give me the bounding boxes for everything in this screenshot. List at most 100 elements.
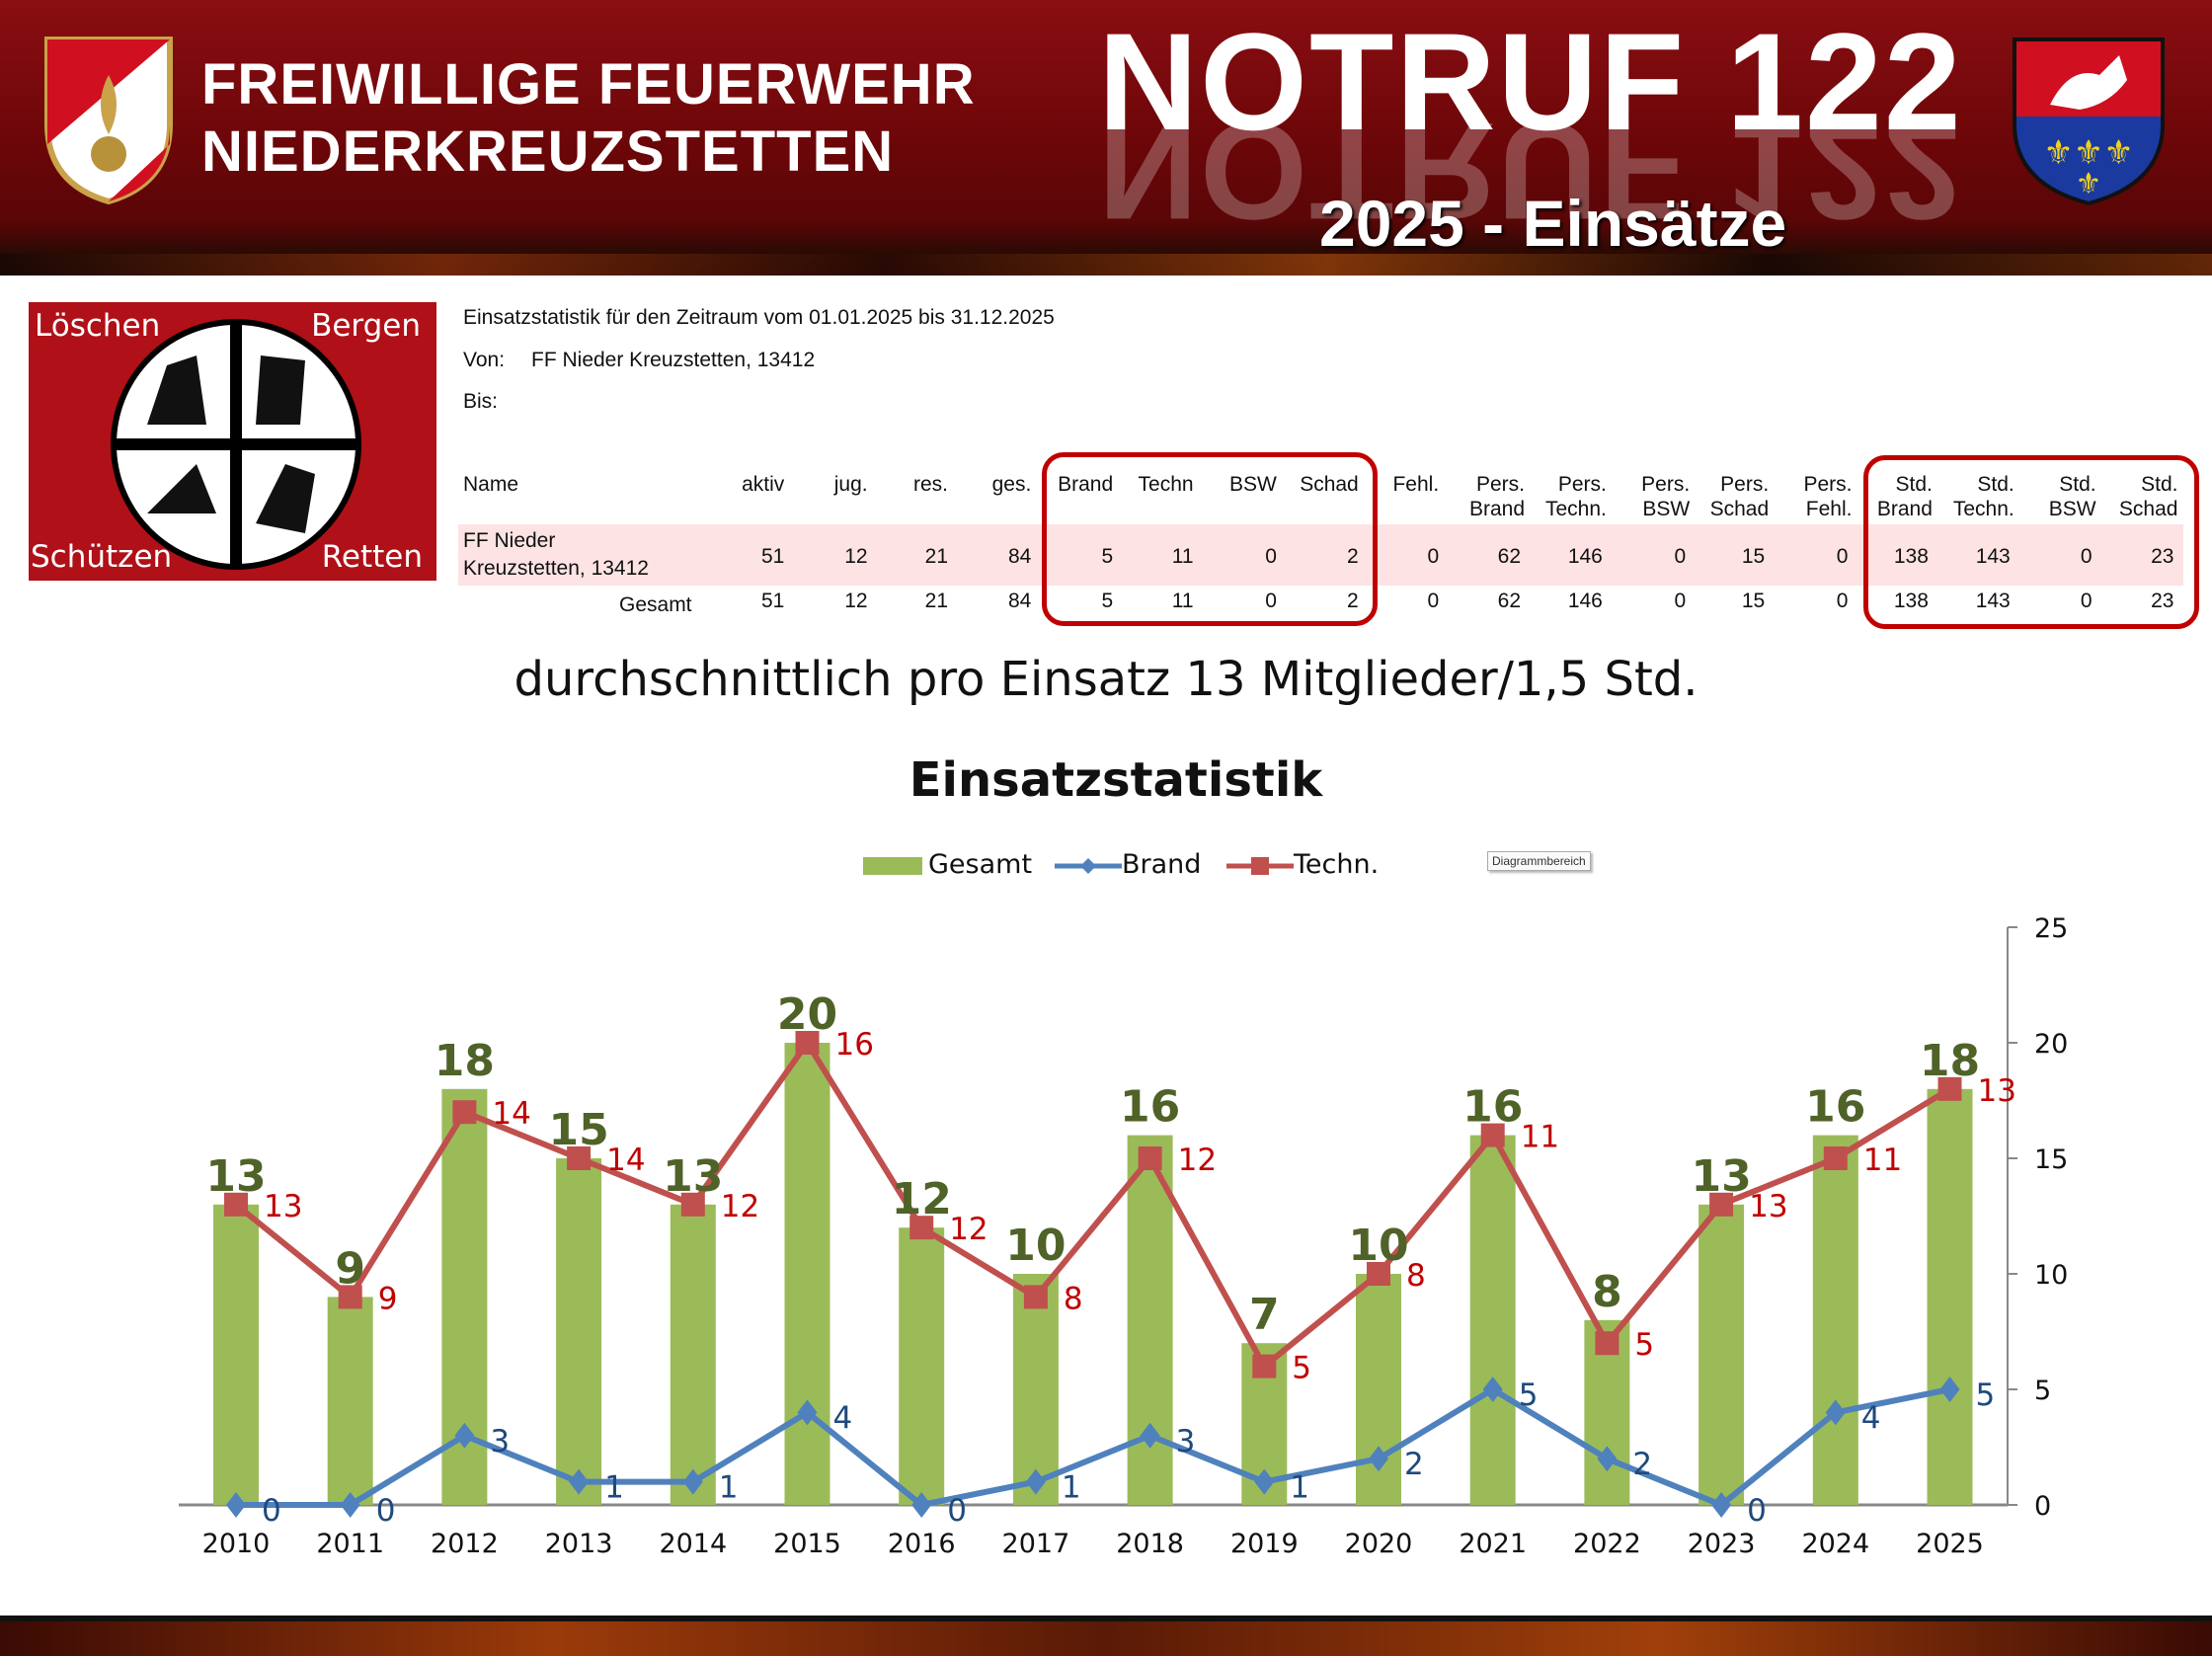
techn-marker	[1023, 1285, 1048, 1309]
legend-bar-swatch	[863, 856, 922, 875]
brand-data-label: 2	[1404, 1447, 1424, 1482]
legend-label: Brand	[1122, 849, 1202, 880]
brand-data-label: 5	[1976, 1378, 1996, 1413]
gesamt-data-label: 16	[1120, 1082, 1180, 1133]
brand-data-label: 1	[719, 1470, 739, 1506]
brand-marker	[1597, 1446, 1618, 1472]
legend-gesamt[interactable]: Gesamt	[863, 849, 1032, 880]
techn-marker	[1823, 1146, 1848, 1170]
techn-marker	[795, 1031, 820, 1055]
techn-data-label: 5	[1292, 1351, 1311, 1386]
legend-line-swatch	[1055, 857, 1122, 874]
x-tick-label: 2021	[1459, 1529, 1527, 1559]
table-cell: 0	[1427, 545, 1440, 568]
table-cell: 51	[760, 590, 785, 612]
techn-marker	[1709, 1192, 1734, 1217]
column-header: Techn.	[1545, 498, 1607, 520]
table-cell: 0	[2080, 590, 2093, 612]
org-name-line1: FREIWILLIGE FEUERWEHR	[201, 52, 976, 117]
gesamt-data-label: 13	[663, 1151, 723, 1202]
column-header: Brand	[1058, 473, 1114, 496]
brand-marker	[1025, 1468, 1046, 1495]
brand-data-label: 5	[1519, 1378, 1539, 1413]
column-header: Techn	[1138, 473, 1194, 496]
table-cell: 11	[1171, 590, 1194, 612]
techn-data-label: 5	[1634, 1327, 1654, 1363]
svg-text:⚜⚜⚜: ⚜⚜⚜	[2043, 133, 2133, 173]
y-tick-label: 10	[2034, 1260, 2068, 1291]
y-tick-label: 25	[2034, 913, 2068, 944]
column-header: Fehl.	[1392, 473, 1440, 496]
bar-gesamt	[784, 1043, 830, 1505]
column-header: Brand	[1468, 498, 1526, 520]
emergency-number: NOTRUF 122	[1098, 4, 1963, 159]
gesamt-data-label: 8	[1592, 1267, 1622, 1317]
legend-techn[interactable]: Techn.	[1226, 849, 1379, 880]
table-cell: 0	[1265, 590, 1277, 612]
table-cell: 143	[1975, 545, 2011, 568]
gesamt-data-label: 18	[1920, 1036, 1980, 1086]
legend-label: Gesamt	[928, 849, 1033, 880]
highlight-box-einsaetze	[1042, 452, 1378, 626]
brand-marker	[1140, 1422, 1160, 1449]
bar-gesamt	[1927, 1088, 1973, 1505]
chart-area-tooltip: Diagrammbereich	[1487, 851, 1591, 871]
techn-data-label: 9	[378, 1281, 398, 1316]
column-header: Std.	[2059, 473, 2096, 496]
table-cell: 0	[1836, 545, 1849, 568]
report-von-value: FF Nieder Kreuzstetten, 13412	[531, 349, 816, 371]
emblem-text: Schützen	[31, 539, 173, 575]
bar-gesamt	[1698, 1204, 1745, 1505]
brand-data-label: 1	[1290, 1470, 1309, 1506]
table-cell: 12	[844, 590, 868, 612]
gesamt-data-label: 15	[548, 1105, 608, 1155]
column-header: Fehl.	[1805, 498, 1853, 520]
legend-brand[interactable]: Brand	[1055, 849, 1201, 880]
emblem-text: Löschen	[35, 308, 161, 344]
brand-data-label: 0	[1747, 1493, 1767, 1529]
brand-marker	[1939, 1377, 1960, 1402]
table-cell: 138	[1893, 545, 1929, 568]
techn-marker	[909, 1216, 934, 1240]
gesamt-data-label: 9	[335, 1243, 365, 1294]
brand-marker	[226, 1492, 246, 1518]
techn-marker	[1138, 1146, 1162, 1170]
techn-data-label: 14	[492, 1096, 530, 1132]
footer-banner	[0, 1616, 2212, 1656]
techn-marker	[1595, 1331, 1620, 1356]
x-tick-label: 2013	[545, 1529, 613, 1559]
emblem-text: Bergen	[311, 308, 421, 344]
x-tick-label: 2020	[1345, 1529, 1413, 1559]
table-cell: 0	[1674, 590, 1687, 612]
column-header: BSW	[1229, 473, 1277, 496]
column-header: Techn.	[1952, 498, 2014, 520]
table-cell: 2	[1347, 545, 1359, 568]
bar-gesamt	[670, 1204, 716, 1505]
x-tick-label: 2010	[202, 1529, 271, 1559]
column-header: ges.	[991, 473, 1032, 496]
column-header: Schad	[1709, 498, 1770, 520]
techn-data-label: 8	[1406, 1258, 1426, 1294]
brand-line	[236, 1385, 1951, 1509]
column-header: Schad	[2118, 498, 2178, 520]
y-tick-label: 20	[2034, 1029, 2068, 1060]
brand-marker	[911, 1492, 932, 1518]
column-header: Pers.	[1476, 473, 1526, 496]
report-von-label: Von:	[463, 349, 506, 371]
average-summary: durchschnittlich pro Einsatz 13 Mitglied…	[514, 652, 1698, 707]
brand-data-label: 2	[1632, 1447, 1652, 1482]
report-period: Einsatzstatistik für den Zeitraum vom 01…	[463, 306, 1055, 329]
brand-data-label: 0	[947, 1493, 967, 1529]
table-cell: 5	[1101, 590, 1114, 612]
techn-data-label: 13	[1978, 1073, 2016, 1109]
gesamt-data-label: 18	[434, 1036, 495, 1086]
brand-marker	[340, 1492, 360, 1518]
techn-data-label: 12	[949, 1212, 988, 1247]
x-tick-label: 2011	[316, 1529, 384, 1559]
brand-marker	[569, 1468, 590, 1495]
brand-marker	[682, 1468, 703, 1495]
table-cell: 51	[760, 545, 785, 568]
gesamt-data-label: 7	[1249, 1290, 1280, 1340]
bar-gesamt	[1812, 1135, 1858, 1505]
column-header: Pers.	[1803, 473, 1853, 496]
